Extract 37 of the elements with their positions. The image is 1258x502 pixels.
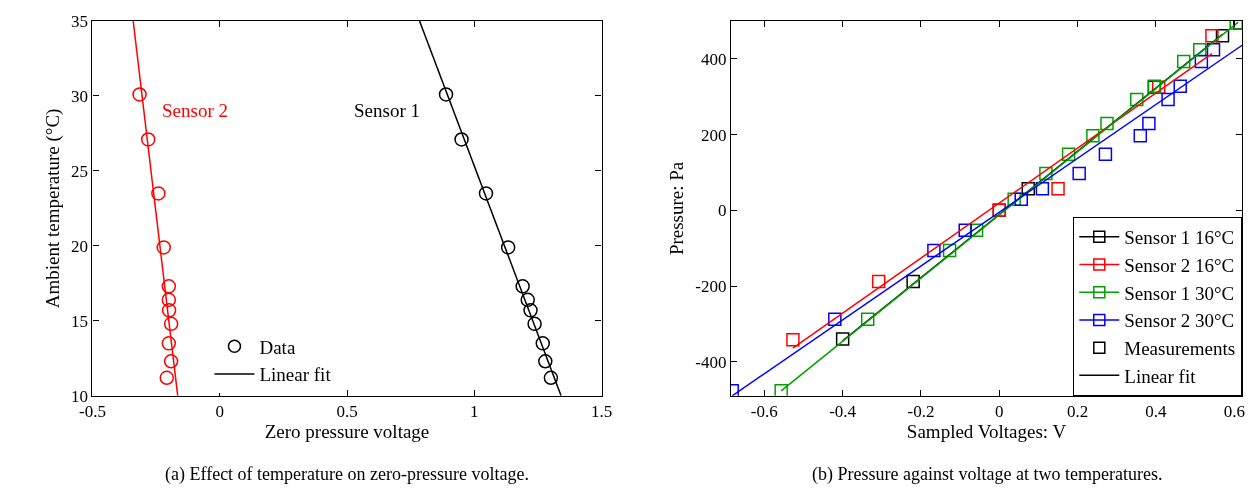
x-tick-label: 0.4 [1145,402,1168,422]
x-tick-label: 1.5 [590,402,613,422]
series-label: Sensor 1 [354,100,420,121]
x-axis-title: Sampled Voltages: V [906,421,1067,443]
series-label: Sensor 2 [162,100,228,121]
legend-label: Sensor 2 16°C [1124,254,1235,276]
y-tick-label: -200 [695,276,727,296]
x-tick-label: 0.6 [1223,402,1245,422]
y-tick-label: 35 [70,11,88,31]
x-tick-label: 1 [470,402,479,422]
y-tick-label: 0 [718,201,727,221]
legend-label: Linear fit [1124,365,1197,387]
legend-label: Sensor 1 30°C [1124,282,1235,304]
legend-label: Measurements [1124,338,1236,360]
x-axis-title: Zero pressure voltage [264,421,430,443]
x-tick-label: 0 [215,402,224,422]
legend-label: Data [259,336,296,358]
y-tick-label: 15 [70,311,88,331]
y-tick-label: 200 [701,125,727,145]
x-tick-label: -0.4 [829,402,857,422]
text: (b) Pressure against voltage at two temperatures. [812,464,1163,485]
legend-label: Linear fit [259,364,332,386]
y-axis-title: Pressure: Pa [666,161,688,256]
legend-label: Sensor 2 30°C [1124,310,1235,332]
y-tick-label: 20 [70,236,88,256]
x-tick-label: -0.2 [907,402,935,422]
y-tick-label: 400 [701,49,727,69]
y-tick-label: 30 [70,86,88,106]
x-tick-label: -0.6 [750,402,778,422]
legend-label: Sensor 1 16°C [1124,227,1235,249]
x-tick-label: 0.5 [336,402,358,422]
y-tick-label: 25 [70,161,88,181]
x-tick-label: 0.2 [1066,402,1089,422]
x-tick-label: 0 [995,402,1004,422]
text: (a) Effect of temperature on zero-pressure voltage. [165,464,529,485]
y-tick-label: -400 [695,352,727,372]
y-axis-title: Ambient temperature (°C) [41,108,64,309]
